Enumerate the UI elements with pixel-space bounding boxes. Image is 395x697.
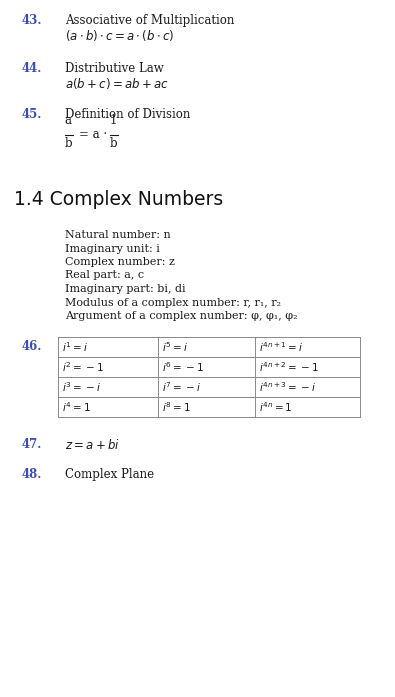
Text: 43.: 43. [22,14,43,27]
Text: 48.: 48. [22,468,42,481]
Text: 44.: 44. [22,62,42,75]
Text: Imaginary unit: i: Imaginary unit: i [65,243,160,254]
Text: $i^{4n+2}=-1$: $i^{4n+2}=-1$ [259,360,319,374]
Text: $i^{3}=-i$: $i^{3}=-i$ [62,380,101,394]
Text: 1.4 Complex Numbers: 1.4 Complex Numbers [14,190,223,209]
Text: 1: 1 [109,114,117,127]
Text: $i^{6}=-1$: $i^{6}=-1$ [162,360,204,374]
Text: Real part: a, c: Real part: a, c [65,270,144,280]
Text: Natural number: n: Natural number: n [65,230,171,240]
Text: Distributive Law: Distributive Law [65,62,164,75]
Text: $z=a+bi$: $z=a+bi$ [65,438,120,452]
Text: a: a [64,114,71,127]
Text: $a(b+c)=ab+ac$: $a(b+c)=ab+ac$ [65,76,169,91]
Text: Associative of Multiplication: Associative of Multiplication [65,14,234,27]
Text: 45.: 45. [22,108,42,121]
Text: Complex Plane: Complex Plane [65,468,154,481]
Text: $i^{4n+3}=-i$: $i^{4n+3}=-i$ [259,380,316,394]
Text: b: b [109,137,117,150]
Text: $i^{8}=1$: $i^{8}=1$ [162,400,191,414]
Text: $i^{1}=i$: $i^{1}=i$ [62,340,88,354]
Text: Imaginary part: bi, di: Imaginary part: bi, di [65,284,186,294]
Text: $i^{4n+1}=i$: $i^{4n+1}=i$ [259,340,303,354]
Text: Argument of a complex number: φ, φ₁, φ₂: Argument of a complex number: φ, φ₁, φ₂ [65,311,297,321]
Text: = a ·: = a · [79,128,107,141]
Text: 46.: 46. [22,340,42,353]
Text: $(a\cdot b)\cdot c = a\cdot(b\cdot c)$: $(a\cdot b)\cdot c = a\cdot(b\cdot c)$ [65,28,174,43]
Text: $i^{2}=-1$: $i^{2}=-1$ [62,360,104,374]
Text: Modulus of a complex number: r, r₁, r₂: Modulus of a complex number: r, r₁, r₂ [65,298,281,307]
Text: $i^{5}=i$: $i^{5}=i$ [162,340,188,354]
Text: Complex number: z: Complex number: z [65,257,175,267]
Text: $i^{7}=-i$: $i^{7}=-i$ [162,380,201,394]
Text: $i^{4}=1$: $i^{4}=1$ [62,400,91,414]
Text: b: b [64,137,72,150]
Text: 47.: 47. [22,438,42,451]
Text: Definition of Division: Definition of Division [65,108,190,121]
Text: $i^{4n}=1$: $i^{4n}=1$ [259,400,293,414]
